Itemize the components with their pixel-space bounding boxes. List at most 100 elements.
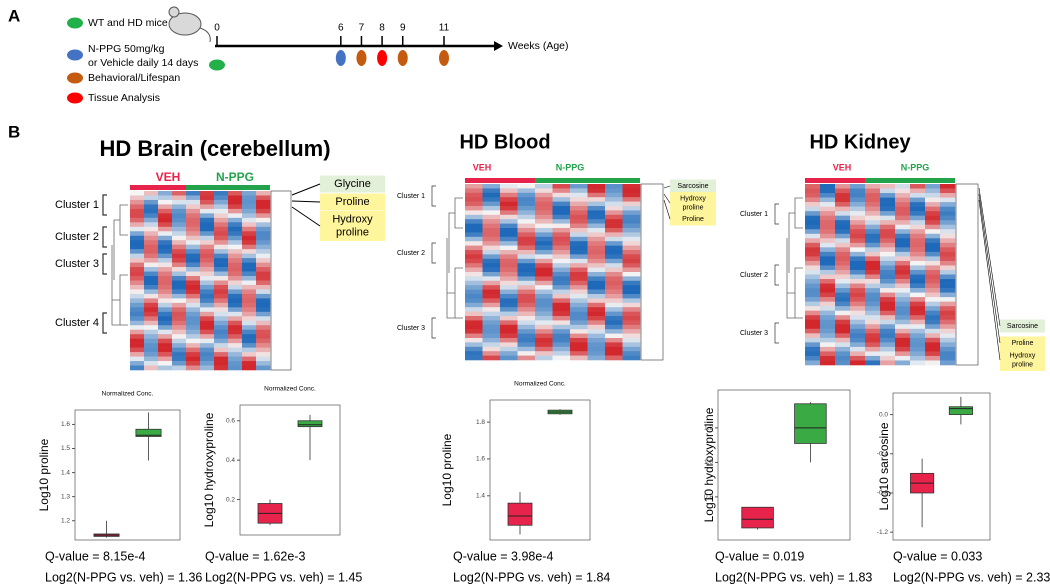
heatmap-cell <box>242 240 257 245</box>
heatmap-cell <box>910 283 926 289</box>
heatmap-cell <box>172 253 187 259</box>
heatmap-cell <box>500 250 518 255</box>
heatmap-cell <box>228 222 243 228</box>
cluster-label: Cluster 2 <box>397 250 425 257</box>
heatmap-cell <box>805 355 821 361</box>
heatmap-cell <box>482 206 501 211</box>
group-bar <box>552 178 570 183</box>
heatmap-cell <box>535 351 553 356</box>
heatmap-cell <box>500 289 518 295</box>
heatmap-cell <box>144 258 159 263</box>
heatmap-cell <box>172 258 187 263</box>
heatmap-cell <box>865 256 881 262</box>
heatmap-cell <box>835 202 851 207</box>
heatmap-cell <box>482 311 501 317</box>
heatmap-cell <box>587 333 606 339</box>
heatmap-cell <box>925 220 941 226</box>
heatmap-cell <box>228 334 243 339</box>
heatmap-cell <box>200 338 215 344</box>
heatmap-cell <box>200 302 215 308</box>
heatmap-cell <box>850 351 866 357</box>
heatmap-cell <box>130 258 145 263</box>
y-tick-label: 1.2 <box>704 425 713 432</box>
heatmap-cell <box>228 338 243 344</box>
heatmap-cell <box>228 217 243 223</box>
y-axis-label: Log10 proline <box>37 438 51 511</box>
heatmap-cell <box>500 324 518 330</box>
heatmap-cell <box>535 188 553 194</box>
y-tick-label: -1.2 <box>877 529 889 536</box>
cluster-bracket <box>431 242 436 264</box>
heatmap-cell <box>820 351 836 357</box>
heatmap-cell <box>895 224 911 230</box>
highlight-box <box>1000 349 1045 371</box>
heatmap-cell <box>130 191 145 196</box>
heatmap-cell <box>570 236 588 242</box>
heatmap-cell <box>465 214 483 220</box>
heatmap-cell <box>228 240 243 245</box>
heatmap-cell <box>605 232 623 238</box>
heatmap-cell <box>465 285 483 290</box>
heatmap-cell <box>940 193 956 198</box>
heatmap-cell <box>214 258 229 263</box>
heatmap-cell <box>517 188 536 194</box>
heatmap-cell <box>835 324 851 330</box>
heatmap-cell <box>940 238 956 244</box>
heatmap-cell <box>835 188 851 194</box>
heatmap-cell <box>850 220 866 226</box>
heatmap-cell <box>552 320 571 326</box>
heatmap-cell <box>587 338 606 343</box>
heatmap-cell <box>940 206 956 212</box>
heatmap-cell <box>535 276 553 282</box>
heatmap-cell <box>256 204 271 210</box>
heatmap-cell <box>850 211 866 216</box>
heatmap-cell <box>895 324 911 330</box>
heatmap-cell <box>228 284 243 290</box>
heatmap-cell <box>835 274 851 280</box>
heatmap-cell <box>200 356 215 362</box>
heatmap-cell <box>805 333 821 339</box>
highlight-box <box>1000 336 1045 350</box>
heatmap-cell <box>925 184 941 189</box>
heatmap-cell <box>865 247 881 253</box>
heatmap-cell <box>820 274 836 280</box>
heatmap-cell <box>880 355 896 361</box>
heatmap-cell <box>805 193 821 198</box>
heatmap-cell <box>482 250 501 255</box>
heatmap-cell <box>850 274 866 280</box>
heatmap-cell <box>570 245 588 251</box>
heatmap-cell <box>228 325 243 331</box>
heatmap-cell <box>850 301 866 307</box>
heatmap-cell <box>820 206 836 212</box>
heatmap-cell <box>186 267 201 272</box>
heatmap-cell <box>880 310 896 316</box>
heatmap-cell <box>256 280 271 286</box>
heatmap-cell <box>925 224 941 230</box>
heatmap-cell <box>910 355 926 361</box>
heatmap-cell <box>186 199 201 205</box>
heatmap-cell <box>517 298 536 304</box>
timeline-tick-label: 9 <box>400 23 406 34</box>
heatmap-cell <box>242 316 257 322</box>
heatmap-cell <box>925 283 941 289</box>
heatmap-cell <box>605 258 623 264</box>
heatmap-cell <box>880 215 896 221</box>
q-value: Q-value = 8.15e-4 <box>45 549 145 563</box>
heatmap-cell <box>570 351 588 356</box>
heatmap-cell <box>940 324 956 330</box>
heatmap-cell <box>535 214 553 220</box>
group-label: VEH <box>156 170 181 184</box>
highlight-connector <box>663 199 671 220</box>
heatmap-cell <box>940 260 956 266</box>
heatmap-cell <box>865 229 881 235</box>
heatmap-cell <box>130 343 145 348</box>
heatmap-cell <box>500 254 518 260</box>
heatmap-cell <box>535 320 553 326</box>
heatmap-cell <box>517 250 536 255</box>
heatmap-cell <box>587 219 606 224</box>
heatmap-cell <box>850 297 866 302</box>
heatmap-cell <box>570 346 588 352</box>
heatmap-cell <box>570 285 588 290</box>
heatmap-cell <box>850 355 866 361</box>
heatmap-cell <box>158 253 173 259</box>
